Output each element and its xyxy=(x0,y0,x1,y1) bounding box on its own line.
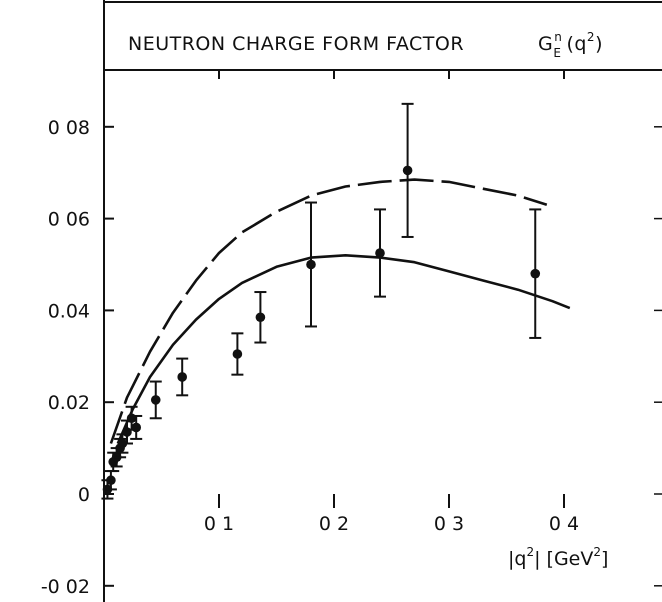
data-point xyxy=(374,208,386,298)
y-tick-label: 0.02 xyxy=(48,392,90,414)
data-marker xyxy=(402,165,413,176)
x-tick-label: 0 4 xyxy=(549,513,579,535)
data-point xyxy=(149,380,162,420)
data-marker xyxy=(232,349,243,359)
title-symbol-close: ) xyxy=(595,33,603,55)
y-tick-label: 0 08 xyxy=(48,117,90,139)
solid-curve xyxy=(116,254,571,445)
title-symbol-arg-sup: 2 xyxy=(587,30,595,44)
data-marker xyxy=(131,422,141,433)
title-symbol-sub: E xyxy=(553,46,561,60)
data-points xyxy=(101,102,542,500)
x-tick-label: 0 3 xyxy=(434,513,464,535)
data-marker xyxy=(306,259,316,270)
x-tick-label: 0 2 xyxy=(319,513,349,535)
title-symbol-base: G xyxy=(538,33,553,55)
y-tick-label: -0 02 xyxy=(41,576,90,598)
data-point xyxy=(254,291,267,344)
data-point xyxy=(529,208,542,339)
data-point xyxy=(130,414,143,440)
data-marker xyxy=(122,427,132,437)
data-point xyxy=(231,332,244,376)
data-point xyxy=(176,357,189,397)
chart-frame xyxy=(103,0,662,602)
dashed-curve xyxy=(109,178,548,444)
chart-title: NEUTRON CHARGE FORM FACTOR Gn E (q2) xyxy=(128,30,603,60)
x-axis-label: |q2| [GeV2] xyxy=(508,545,608,570)
title-symbol-sup: n xyxy=(554,30,562,44)
data-marker xyxy=(530,268,541,279)
data-point xyxy=(401,102,414,238)
title-symbol: Gn E (q2) xyxy=(538,30,603,60)
data-point xyxy=(305,201,317,328)
data-marker xyxy=(106,475,116,486)
y-tick-label: 0 xyxy=(78,484,90,506)
x-tick-label: 0 1 xyxy=(204,513,234,535)
data-marker xyxy=(126,413,137,424)
title-symbol-arg: (q xyxy=(566,33,586,55)
x-axis-label-text: |q2| [GeV2] xyxy=(508,545,608,570)
y-tick-label: 0.04 xyxy=(48,300,90,322)
y-tick-label: 0 06 xyxy=(48,209,90,231)
data-marker xyxy=(255,312,266,323)
data-marker xyxy=(177,372,187,382)
model-curves xyxy=(109,178,571,445)
title-text: NEUTRON CHARGE FORM FACTOR xyxy=(128,33,464,55)
data-marker xyxy=(150,395,161,405)
axis-ticks: -0 02 0 0.02 0.04 0 06 0 08 0 1 0 2 0 3 0 4 xyxy=(41,70,662,598)
data-marker xyxy=(375,248,385,258)
